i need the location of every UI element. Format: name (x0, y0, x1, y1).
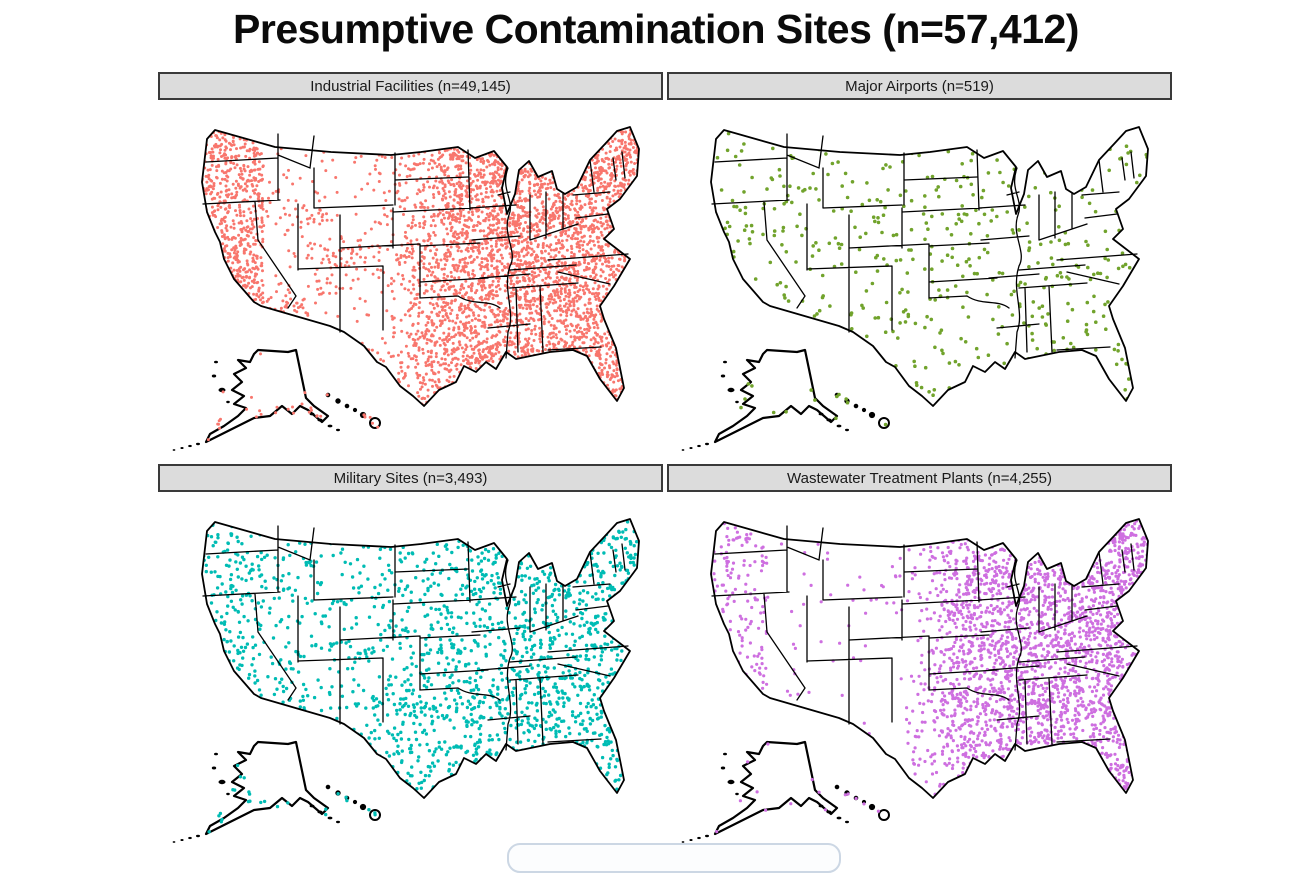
alaska-outline (204, 740, 330, 836)
page: { "figure": { "title": "Presumptive Cont… (158, 6, 1172, 873)
us-map-industrial-facilities (172, 126, 640, 451)
figure-title: Presumptive Contamination Sites (n=57,41… (233, 6, 1079, 52)
island (196, 834, 200, 838)
island (836, 424, 842, 428)
island (727, 387, 735, 393)
us-map-wastewater-treatment-plants (681, 518, 1149, 843)
state-borders (711, 133, 1138, 359)
island (218, 779, 226, 785)
state-borders (202, 525, 629, 751)
island (188, 836, 192, 840)
hawaii-island (868, 411, 876, 419)
hawaii-island (335, 398, 341, 404)
panel-military: Military Sites (n=3,493) (158, 464, 663, 852)
us-map-military-sites (172, 518, 640, 843)
island (723, 360, 727, 364)
island (317, 418, 323, 422)
panel-wastewater: Wastewater Treatment Plants (n=4,255) (667, 464, 1172, 852)
island (211, 766, 217, 770)
island (845, 428, 849, 432)
island (720, 374, 726, 378)
panel-header-military: Military Sites (n=3,493) (158, 464, 663, 492)
island (327, 816, 333, 820)
island (826, 418, 832, 422)
island (689, 839, 693, 841)
inset-dots (207, 763, 377, 834)
dot-layer (202, 519, 639, 798)
island (172, 841, 176, 843)
inset-dots (715, 742, 880, 834)
panel-header-industrial: Industrial Facilities (n=49,145) (158, 72, 663, 100)
lower48-outline (710, 126, 1149, 407)
state-borders (711, 525, 1138, 751)
island (172, 449, 176, 451)
lower48-outline (201, 518, 640, 799)
alaska-outline (713, 740, 839, 836)
island (705, 834, 709, 838)
hawaii-island (868, 803, 876, 811)
island (720, 766, 726, 770)
island (309, 412, 315, 416)
island (705, 442, 709, 446)
island (836, 816, 842, 820)
panel-industrial: Industrial Facilities (n=49,145) (158, 72, 663, 460)
island (211, 374, 217, 378)
island (336, 820, 340, 824)
island (723, 752, 727, 756)
island (845, 820, 849, 824)
island (214, 360, 218, 364)
hawaii-island (878, 417, 890, 429)
island (336, 428, 340, 432)
island (681, 449, 685, 451)
island (735, 400, 739, 404)
floating-toolbar-partial[interactable] (507, 843, 841, 873)
island (697, 836, 701, 840)
island (317, 810, 323, 814)
island (309, 804, 315, 808)
island (214, 752, 218, 756)
island (818, 412, 824, 416)
lower48-outline (710, 518, 1149, 799)
lower48-outline (201, 126, 640, 407)
island (735, 792, 739, 796)
island (196, 442, 200, 446)
island (188, 444, 192, 448)
hawaii-island (861, 407, 867, 413)
hawaii-island (369, 417, 381, 429)
island (180, 447, 184, 449)
hawaii-island (878, 809, 890, 821)
us-map-major-airports (681, 126, 1149, 451)
dot-layer (711, 127, 1148, 406)
island (727, 779, 735, 785)
panel-airports: Major Airports (n=519) (667, 72, 1172, 460)
hawaii-island (325, 784, 331, 790)
hawaii-island (359, 803, 367, 811)
panel-header-airports: Major Airports (n=519) (667, 72, 1172, 100)
panel-header-wastewater: Wastewater Treatment Plants (n=4,255) (667, 464, 1172, 492)
hawaii-island (344, 403, 350, 409)
hawaii-island (834, 784, 840, 790)
island (818, 804, 824, 808)
alaska-outline (713, 348, 839, 444)
alaska-outline (204, 348, 330, 444)
hawaii-island (352, 407, 358, 413)
state-borders (202, 133, 629, 359)
island (689, 447, 693, 449)
island (327, 424, 333, 428)
island (226, 400, 230, 404)
hawaii-island (352, 799, 358, 805)
island (226, 792, 230, 796)
dot-layer (202, 127, 639, 406)
island (180, 839, 184, 841)
hawaii-island (853, 403, 859, 409)
island (697, 444, 701, 448)
dot-layer (711, 519, 1148, 798)
island (826, 810, 832, 814)
island (681, 841, 685, 843)
